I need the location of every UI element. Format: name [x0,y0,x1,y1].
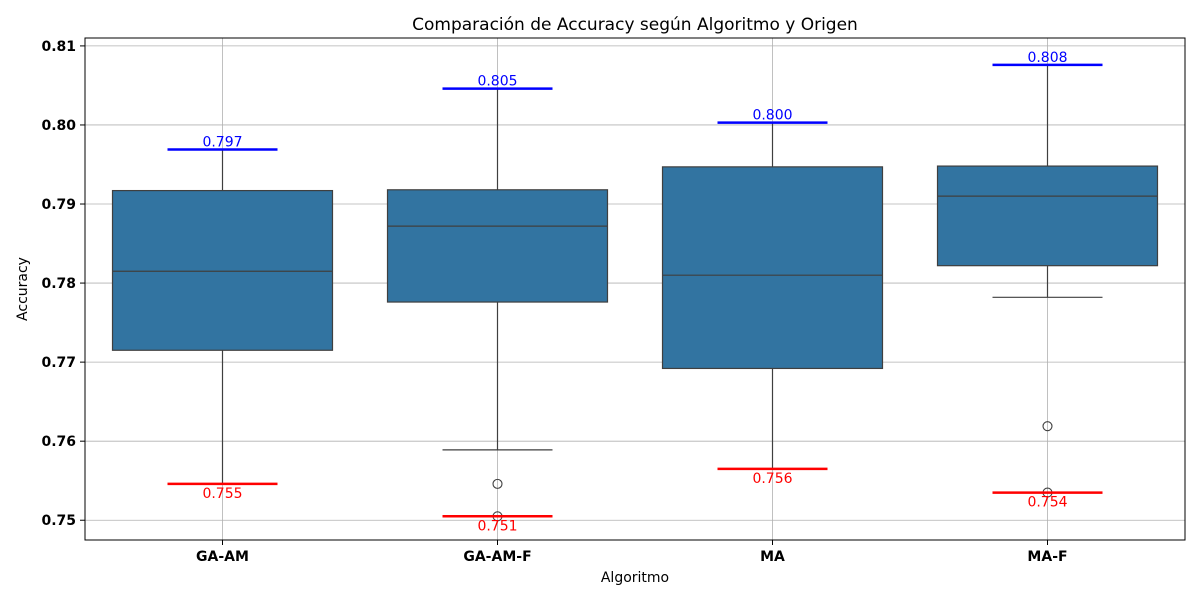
y-tick-label: 0.77 [41,355,76,371]
box-iqr [386,189,609,303]
plot-frame [84,37,1186,541]
min-value-label: 0.751 [477,518,517,534]
max-value-label: 0.808 [1027,50,1067,66]
y-tick-label: 0.81 [41,39,76,55]
max-value-label: 0.805 [477,74,517,90]
box-iqr [111,189,334,351]
annotations-layer: 0.797 0.755 0.805 0.751 0.800 0.756 0.808 0.754 [167,50,1103,534]
x-axis: GA-AM GA-AM-F MA MA-F [196,540,1068,565]
max-value-label: 0.797 [202,134,242,150]
x-tick-label: MA-F [1027,549,1067,565]
y-tick-label: 0.75 [41,513,76,529]
y-tick-label: 0.80 [41,118,76,134]
min-value-label: 0.756 [752,471,792,487]
y-axis: 0.75 0.76 0.77 0.78 0.79 0.80 0.81 [41,39,85,529]
box-iqr [936,165,1159,267]
outlier-point [1042,421,1053,432]
box-group-ga-am-f [386,87,609,522]
y-tick-label: 0.76 [41,434,76,450]
x-tick-label: GA-AM [196,549,249,565]
min-value-label: 0.755 [202,486,242,502]
x-tick-label: MA [760,549,785,565]
box-group-ga-am [111,148,334,485]
max-value-label: 0.800 [752,108,792,124]
x-tick-label: GA-AM-F [463,549,531,565]
box-iqr [661,166,884,370]
boxes-layer [111,64,1159,522]
y-tick-label: 0.79 [41,197,76,213]
outlier-point [492,478,503,489]
x-axis-label: Algoritmo [601,570,669,586]
chart-title: Comparación de Accuracy según Algoritmo … [412,15,858,35]
min-value-label: 0.754 [1027,495,1067,511]
y-tick-label: 0.78 [41,276,76,292]
y-axis-label: Accuracy [15,257,31,321]
